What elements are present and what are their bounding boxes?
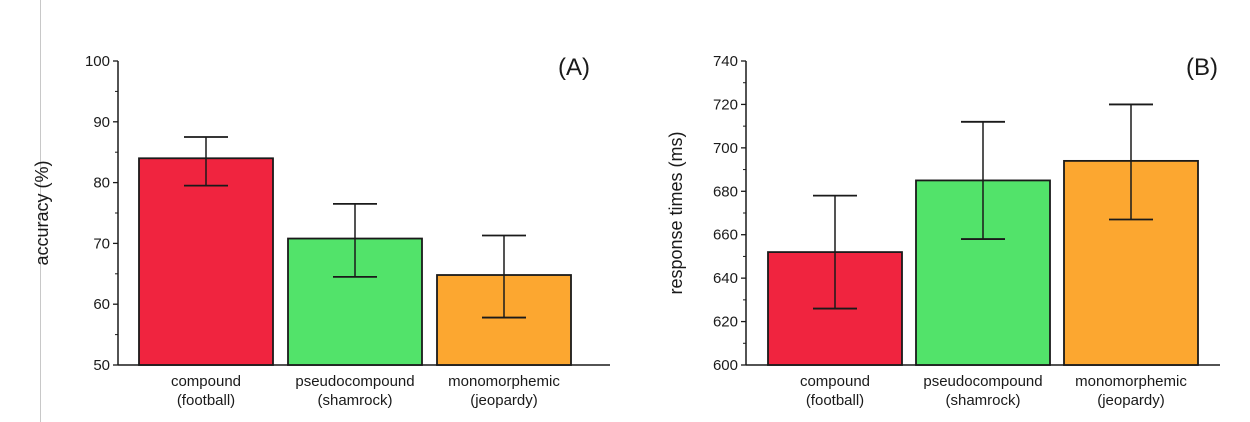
x-category-sublabel: (shamrock) bbox=[945, 392, 1020, 409]
bar-compound bbox=[138, 157, 274, 366]
x-category-sublabel: (jeopardy) bbox=[470, 392, 538, 409]
y-axis-label: response times (ms) bbox=[666, 131, 686, 294]
y-tick-label: 720 bbox=[713, 96, 738, 113]
x-category-label: pseudocompound bbox=[295, 373, 414, 390]
y-tick-label: 600 bbox=[713, 357, 738, 374]
y-tick-label: 100 bbox=[85, 53, 110, 70]
x-category-label: monomorphemic bbox=[1075, 373, 1187, 390]
x-category-sublabel: (jeopardy) bbox=[1097, 392, 1165, 409]
panel-label: (A) bbox=[558, 54, 590, 81]
y-tick-label: 660 bbox=[713, 227, 738, 244]
y-axis-label: accuracy (%) bbox=[32, 160, 52, 265]
x-category-sublabel: (football) bbox=[177, 392, 235, 409]
x-category-sublabel: (football) bbox=[806, 392, 864, 409]
y-tick-label: 60 bbox=[93, 296, 110, 313]
left-border-rule bbox=[40, 0, 41, 422]
x-category-label: compound bbox=[171, 373, 241, 390]
x-category-label: pseudocompound bbox=[923, 373, 1042, 390]
x-category-label: monomorphemic bbox=[448, 373, 560, 390]
y-tick-label: 50 bbox=[93, 357, 110, 374]
y-tick-label: 680 bbox=[713, 183, 738, 200]
y-tick-label: 740 bbox=[713, 53, 738, 70]
y-tick-label: 90 bbox=[93, 114, 110, 131]
x-category-sublabel: (shamrock) bbox=[317, 392, 392, 409]
panel-label: (B) bbox=[1186, 54, 1218, 81]
x-category-label: compound bbox=[800, 373, 870, 390]
y-tick-label: 70 bbox=[93, 235, 110, 252]
y-tick-label: 80 bbox=[93, 175, 110, 192]
y-tick-label: 700 bbox=[713, 140, 738, 157]
y-tick-label: 640 bbox=[713, 270, 738, 287]
y-tick-label: 620 bbox=[713, 314, 738, 331]
